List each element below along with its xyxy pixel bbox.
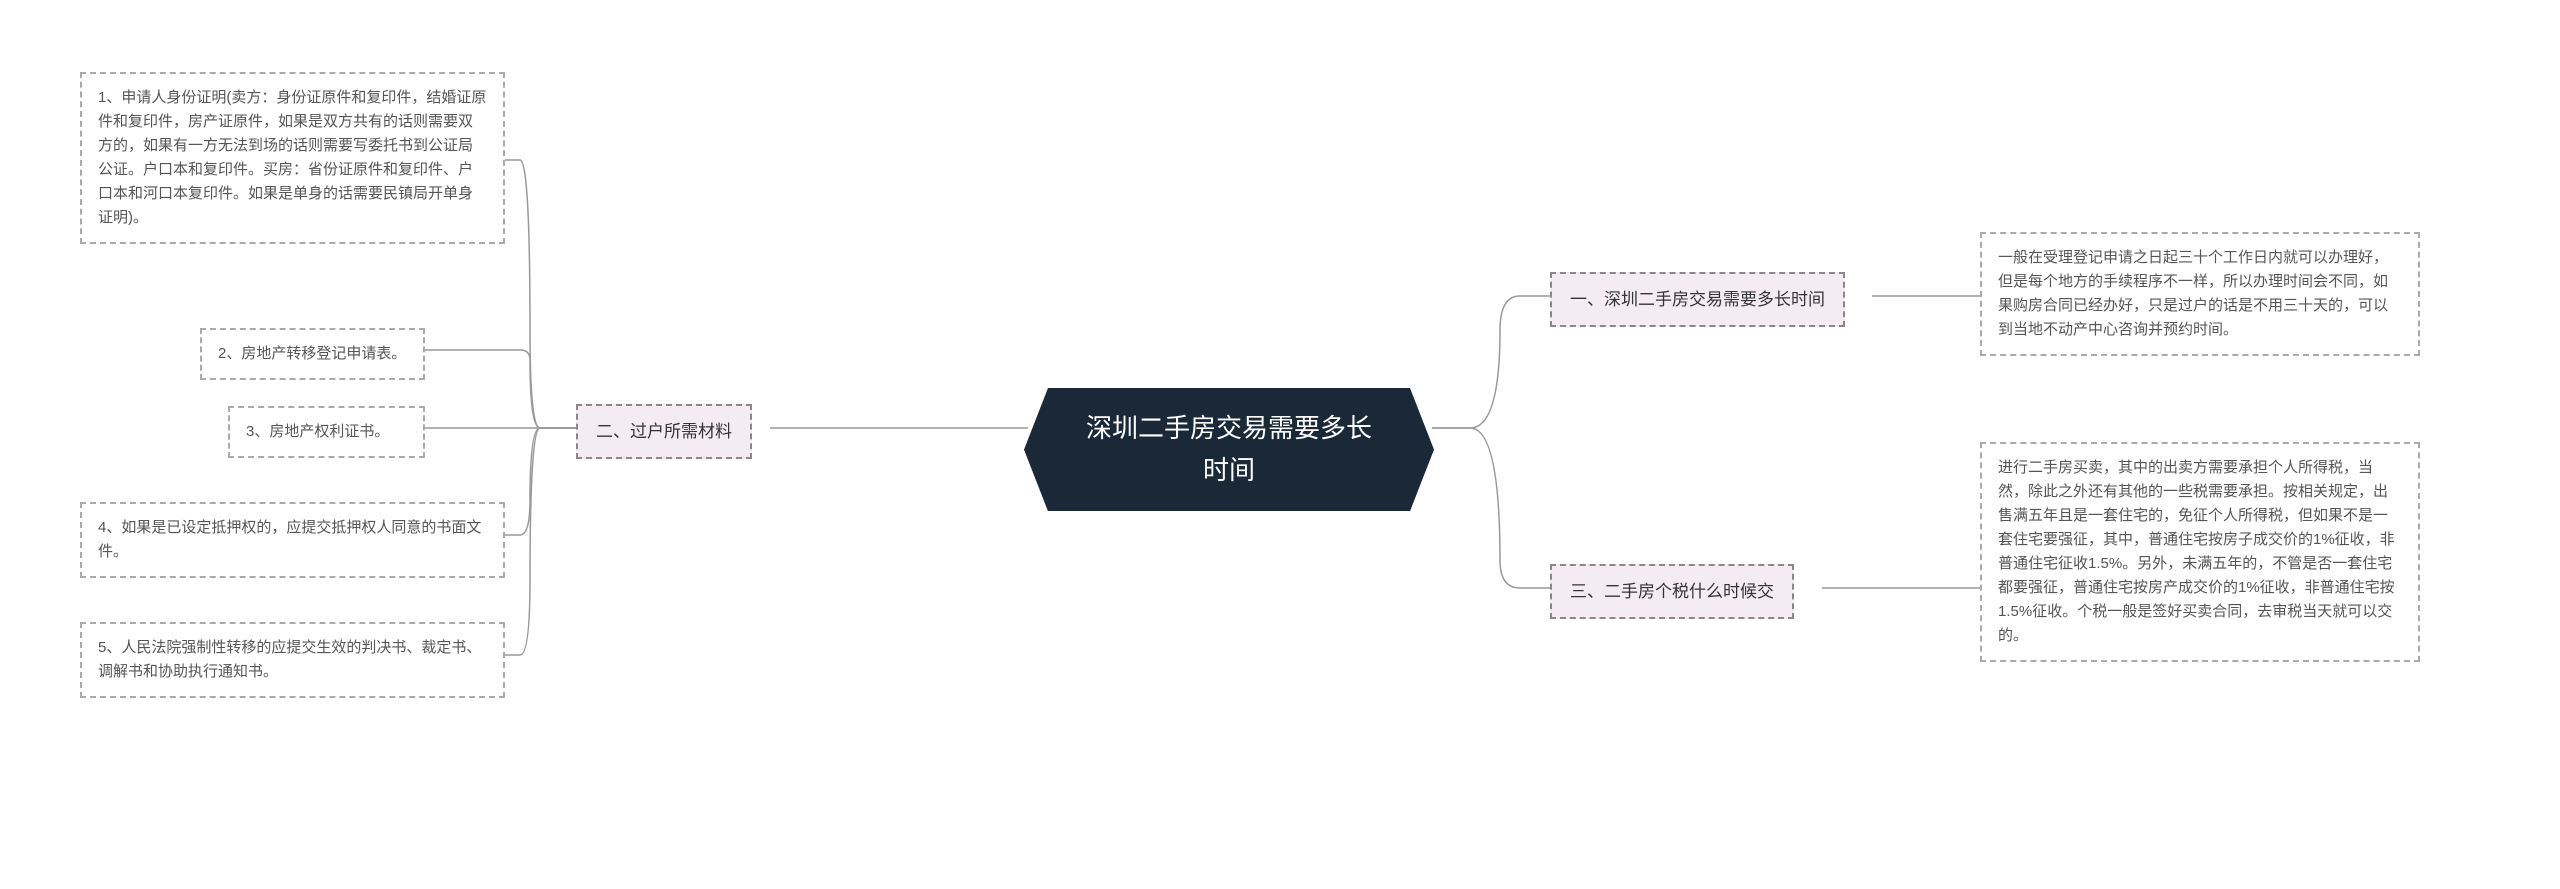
branch-left-label: 二、过户所需材料 — [596, 422, 732, 441]
leaf-left-2-text: 2、房地产转移登记申请表。 — [218, 345, 406, 362]
leaf-left-5-text: 5、人民法院强制性转移的应提交生效的判决书、裁定书、调解书和协助执行通知书。 — [98, 639, 481, 680]
leaf-right-bottom-1: 进行二手房买卖，其中的出卖方需要承担个人所得税，当然，除此之外还有其他的一些税需… — [1980, 442, 2420, 662]
branch-left: 二、过户所需材料 — [576, 404, 752, 459]
leaf-right-top-1: 一般在受理登记申请之日起三十个工作日内就可以办理好，但是每个地方的手续程序不一样… — [1980, 232, 2420, 356]
leaf-left-3: 3、房地产权利证书。 — [228, 406, 425, 458]
leaf-left-5: 5、人民法院强制性转移的应提交生效的判决书、裁定书、调解书和协助执行通知书。 — [80, 622, 505, 698]
leaf-left-1-text: 1、申请人身份证明(卖方：身份证原件和复印件，结婚证原件和复印件，房产证原件，如… — [98, 89, 486, 226]
root-node: 深圳二手房交易需要多长 时间 — [1024, 388, 1434, 511]
mindmap-container: 深圳二手房交易需要多长 时间 二、过户所需材料 1、申请人身份证明(卖方：身份证… — [0, 0, 2560, 889]
leaf-left-1: 1、申请人身份证明(卖方：身份证原件和复印件，结婚证原件和复印件，房产证原件，如… — [80, 72, 505, 244]
root-title-line1: 深圳二手房交易需要多长 — [1056, 408, 1402, 450]
branch-right-bottom-label: 三、二手房个税什么时候交 — [1570, 582, 1774, 601]
branch-right-top: 一、深圳二手房交易需要多长时间 — [1550, 272, 1845, 327]
leaf-right-top-1-text: 一般在受理登记申请之日起三十个工作日内就可以办理好，但是每个地方的手续程序不一样… — [1998, 249, 2388, 338]
branch-right-top-label: 一、深圳二手房交易需要多长时间 — [1570, 290, 1825, 309]
leaf-left-4: 4、如果是已设定抵押权的，应提交抵押权人同意的书面文件。 — [80, 502, 505, 578]
leaf-left-2: 2、房地产转移登记申请表。 — [200, 328, 425, 380]
leaf-left-4-text: 4、如果是已设定抵押权的，应提交抵押权人同意的书面文件。 — [98, 519, 481, 560]
leaf-left-3-text: 3、房地产权利证书。 — [246, 423, 389, 440]
branch-right-bottom: 三、二手房个税什么时候交 — [1550, 564, 1794, 619]
leaf-right-bottom-1-text: 进行二手房买卖，其中的出卖方需要承担个人所得税，当然，除此之外还有其他的一些税需… — [1998, 459, 2395, 644]
root-title-line2: 时间 — [1056, 450, 1402, 492]
